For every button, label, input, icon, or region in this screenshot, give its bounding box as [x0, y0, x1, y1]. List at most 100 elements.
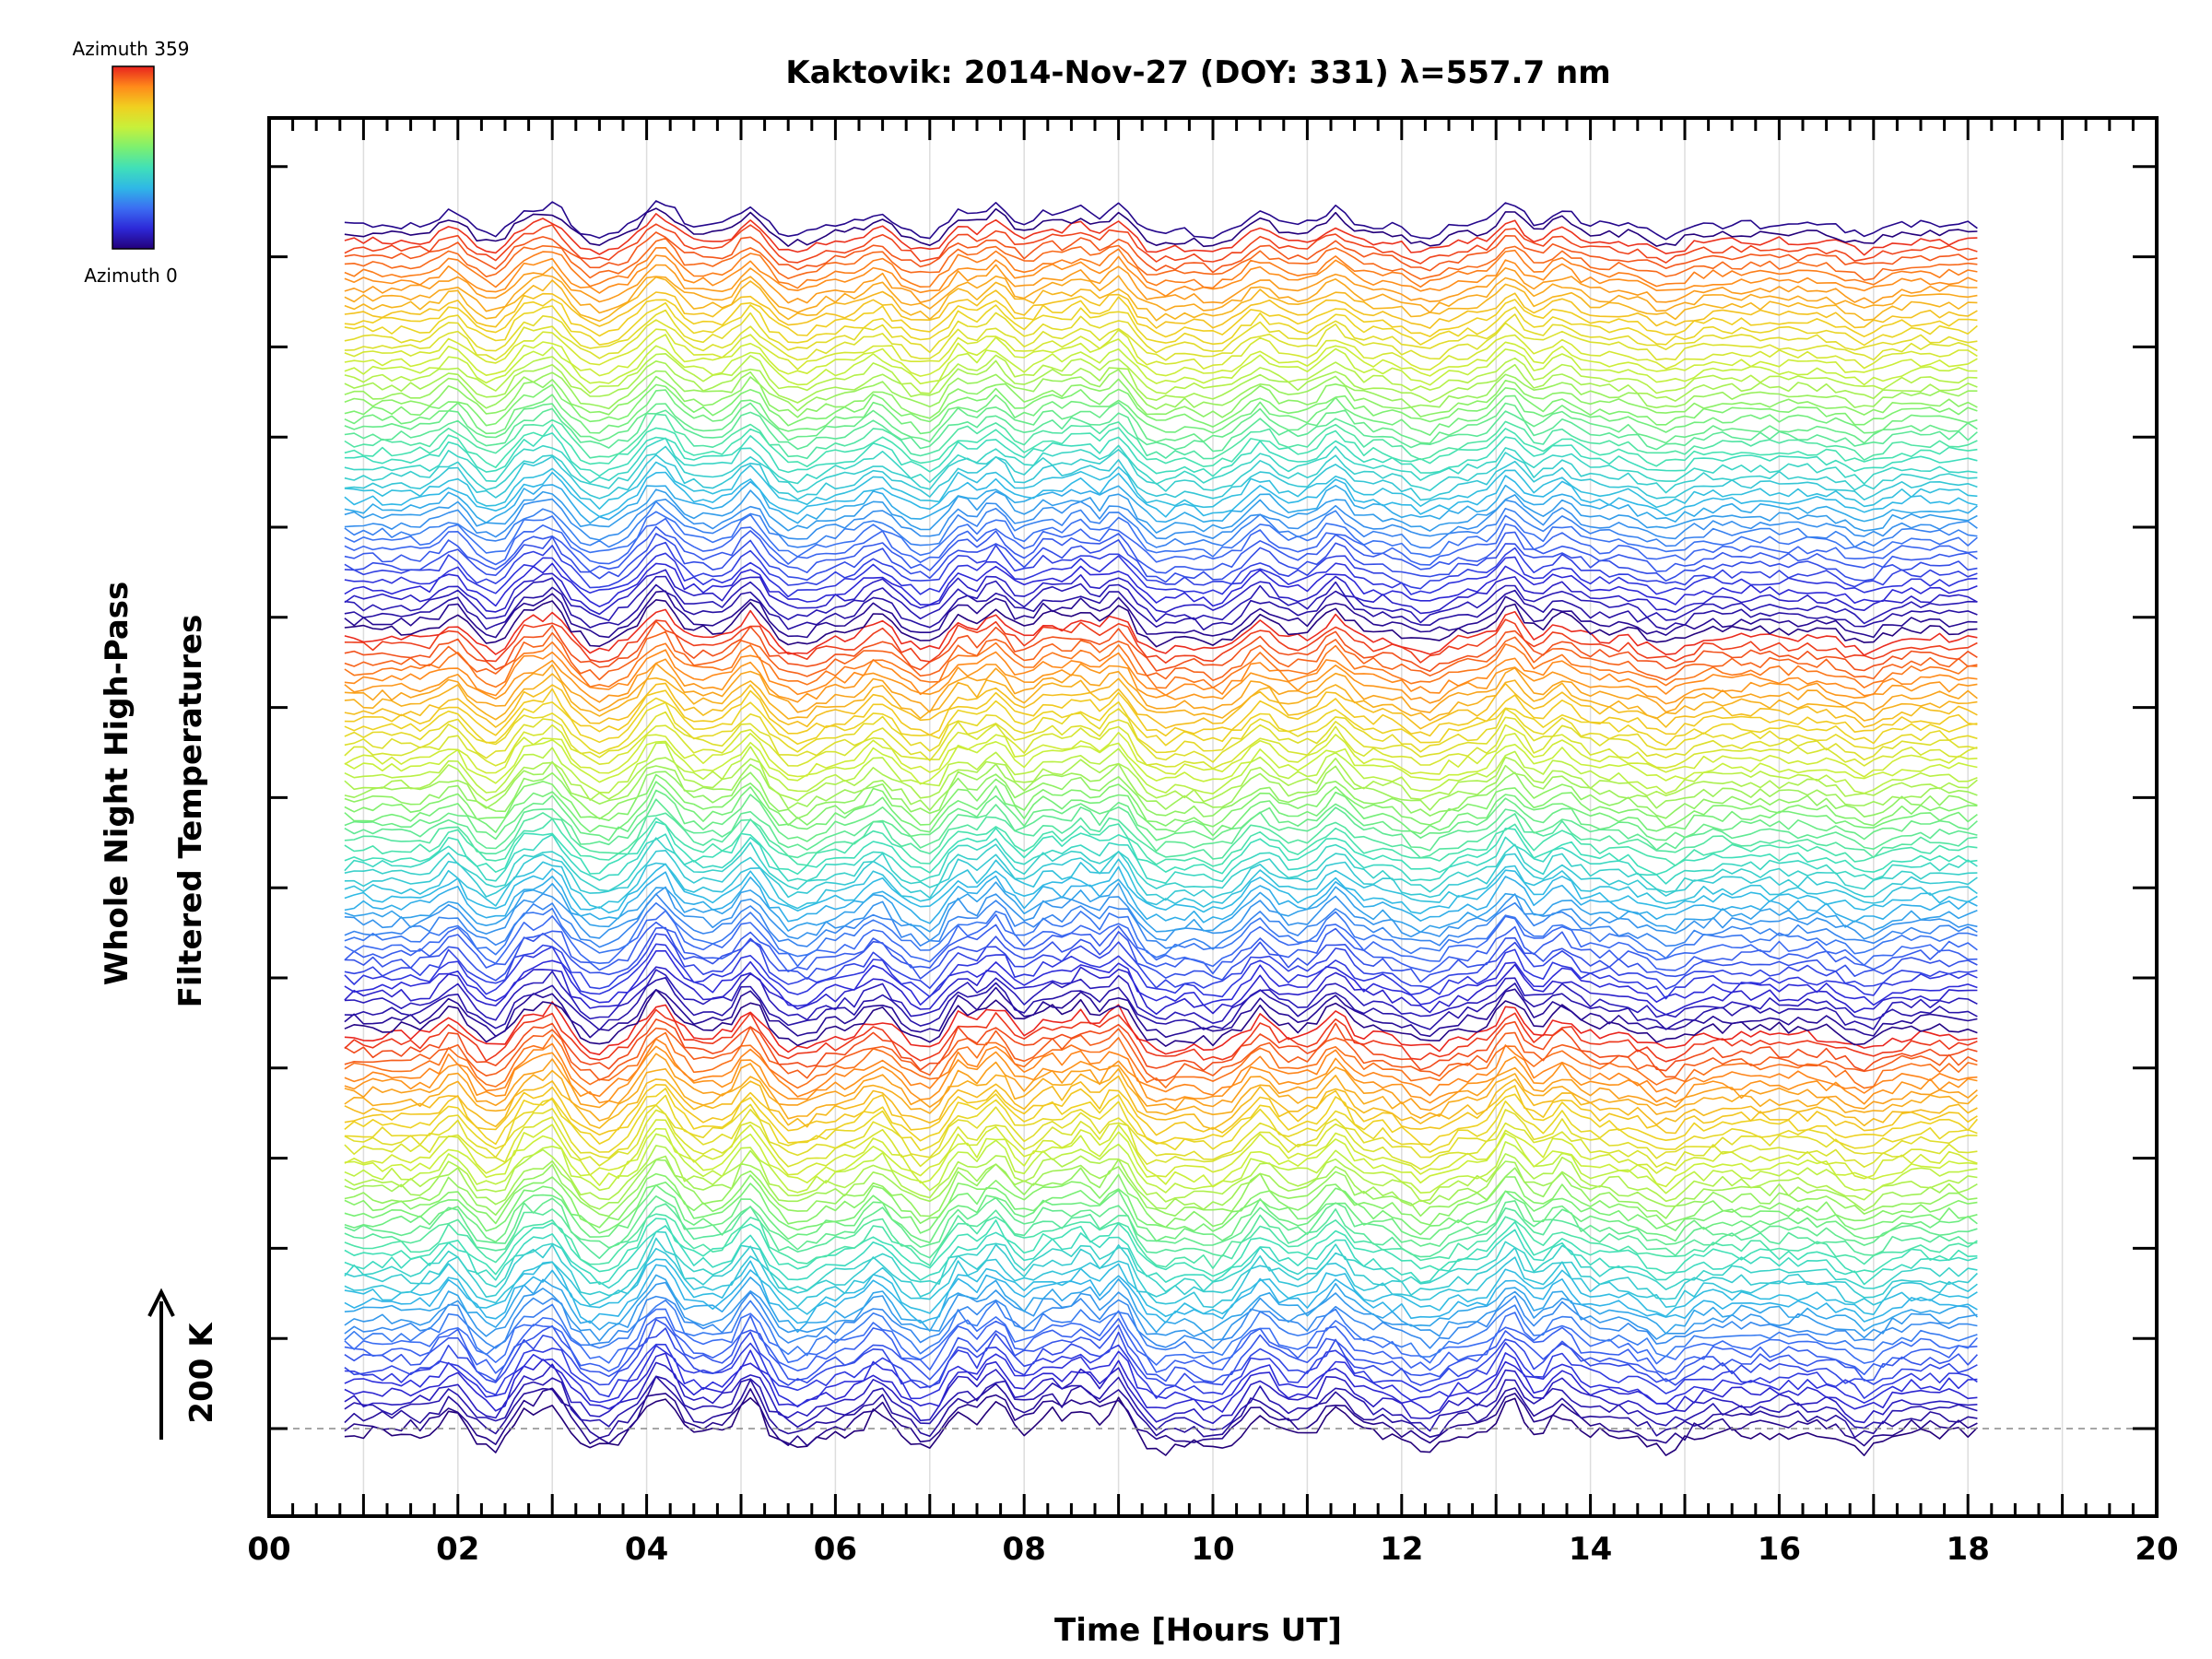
series-line [344, 986, 1978, 1039]
series-line [344, 254, 1978, 298]
series-line [344, 1375, 1978, 1432]
series-line [344, 1001, 1978, 1055]
x-tick-label: 00 [247, 1531, 290, 1568]
x-tick-label: 16 [1758, 1531, 1801, 1568]
series-line [344, 511, 1978, 559]
series-line [344, 886, 1978, 942]
series-line [344, 541, 1978, 590]
series-line [344, 812, 1978, 860]
series-line [344, 881, 1978, 934]
series-line [344, 711, 1978, 763]
series-line [344, 1308, 1978, 1366]
chart-title: Kaktovik: 2014-Nov-27 (DOY: 331) λ=557.7… [785, 54, 1610, 91]
series-line [344, 423, 1978, 469]
series-line [344, 345, 1978, 386]
series-line [344, 289, 1978, 329]
x-tick-label: 14 [1569, 1531, 1612, 1568]
series-line [344, 359, 1978, 404]
series-line [344, 231, 1978, 274]
series-line [344, 773, 1978, 829]
series-line [344, 453, 1978, 501]
series-line [344, 1045, 1978, 1105]
series-line [344, 237, 1978, 281]
series-line [344, 1053, 1978, 1112]
scale-bar-arrow-head [147, 1288, 175, 1317]
series-line [344, 274, 1978, 314]
series-line [344, 833, 1978, 885]
series-line [344, 697, 1978, 747]
series-line [344, 1109, 1978, 1171]
y-axis-label-line2: Filtered Temperatures [172, 615, 209, 1008]
series-line [344, 1084, 1978, 1136]
series-line [344, 383, 1978, 428]
series-line [344, 1181, 1978, 1236]
colorbar: Azimuth 359 Azimuth 0 [73, 38, 190, 287]
series-line [344, 480, 1978, 524]
series-line [344, 276, 1978, 323]
series-line [344, 949, 1978, 1007]
series-line [344, 731, 1978, 778]
series-line [344, 798, 1978, 853]
series-line [344, 933, 1978, 990]
series-line [344, 1230, 1978, 1293]
series-line [344, 663, 1978, 713]
series-line [344, 301, 1978, 347]
series-line [344, 673, 1978, 722]
series-line [344, 837, 1978, 893]
series-line [344, 569, 1978, 616]
series-line [344, 1067, 1978, 1122]
series-line [344, 738, 1978, 785]
series-line [344, 590, 1978, 639]
series-line [344, 969, 1978, 1024]
series-line [344, 309, 1978, 354]
series-line [344, 1225, 1978, 1286]
x-tick-label: 04 [625, 1531, 668, 1568]
series-line [344, 1008, 1978, 1063]
series-line [344, 760, 1978, 811]
series-line [344, 334, 1978, 377]
series-line [344, 871, 1978, 924]
series-line [344, 352, 1978, 394]
series-line [344, 921, 1978, 975]
series-line [344, 1375, 1978, 1439]
series-line [344, 1300, 1978, 1358]
series-line [344, 500, 1978, 549]
series-line [344, 369, 1978, 412]
series-line [344, 1203, 1978, 1259]
series-line [344, 641, 1978, 689]
series-line [344, 863, 1978, 914]
x-tick-labels: 00 02 04 06 08 10 12 14 16 18 20 [247, 1531, 2178, 1568]
series-line [344, 682, 1978, 730]
x-tick-label: 08 [1003, 1531, 1046, 1568]
scale-bar-label: 200 K [183, 1322, 220, 1424]
series-line [344, 1213, 1978, 1269]
series-line [344, 1352, 1978, 1415]
series-line [344, 1237, 1978, 1300]
series-line [344, 562, 1978, 608]
series-line [344, 1247, 1978, 1309]
series-line [344, 517, 1978, 566]
series-line [344, 893, 1978, 950]
series-line [344, 820, 1978, 876]
series-line [344, 575, 1978, 625]
series-line [344, 630, 1978, 682]
series-line [344, 910, 1978, 968]
series-line [344, 207, 1978, 248]
x-tick-label: 20 [2135, 1531, 2178, 1568]
series-line [344, 1291, 1978, 1349]
series-line [344, 701, 1978, 755]
x-axis-label: Time [Hours UT] [1054, 1612, 1342, 1649]
series-line [344, 688, 1978, 737]
series-line [344, 1218, 1978, 1277]
series-line [344, 817, 1978, 867]
series-line [344, 401, 1978, 444]
series-line [344, 264, 1978, 304]
series-line [344, 771, 1978, 820]
series-line [344, 461, 1978, 511]
series-line [344, 1155, 1978, 1212]
x-tick-label: 18 [1947, 1531, 1990, 1568]
series-line [344, 756, 1978, 803]
series-group [344, 200, 1979, 1456]
series-line [344, 1127, 1978, 1188]
